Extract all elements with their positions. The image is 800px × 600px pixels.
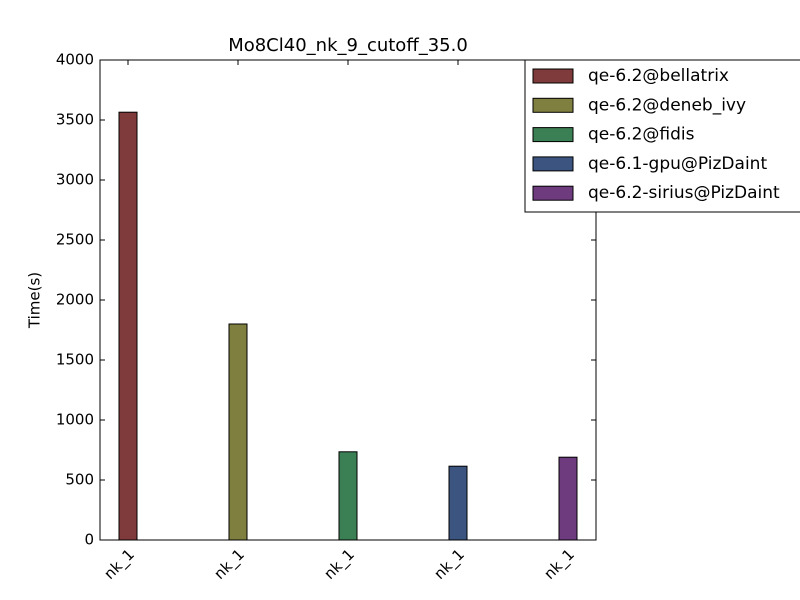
y-tick-label: 1000: [56, 411, 94, 429]
chart-title: Mo8Cl40_nk_9_cutoff_35.0: [228, 35, 468, 56]
legend-label: qe-6.1-gpu@PizDaint: [588, 154, 767, 174]
y-tick-label: 3500: [56, 111, 94, 129]
y-tick-label: 3000: [56, 171, 94, 189]
y-tick-label: 0: [84, 531, 94, 549]
legend-swatch: [532, 185, 574, 201]
bar: [448, 465, 468, 541]
legend-label: qe-6.2@deneb_ivy: [588, 95, 746, 115]
legend-swatch: [532, 156, 574, 172]
legend-label: qe-6.2-sirius@PizDaint: [588, 183, 780, 203]
bar: [558, 456, 578, 541]
legend-swatch: [532, 127, 574, 143]
y-tick-label: 4000: [56, 51, 94, 69]
bar: [228, 323, 248, 541]
legend-swatch: [532, 97, 574, 113]
y-tick-label: 1500: [56, 351, 94, 369]
y-tick-label: 2000: [56, 291, 94, 309]
y-tick-label: 2500: [56, 231, 94, 249]
y-tick-label: 500: [65, 471, 94, 489]
legend-label: qe-6.2@fidis: [588, 125, 695, 145]
legend-label: qe-6.2@bellatrix: [588, 66, 729, 86]
plot-frame: [99, 59, 597, 541]
bar: [118, 111, 138, 541]
legend-swatch: [532, 68, 574, 84]
bar: [338, 451, 358, 541]
y-axis-label: Time(s): [26, 272, 44, 329]
